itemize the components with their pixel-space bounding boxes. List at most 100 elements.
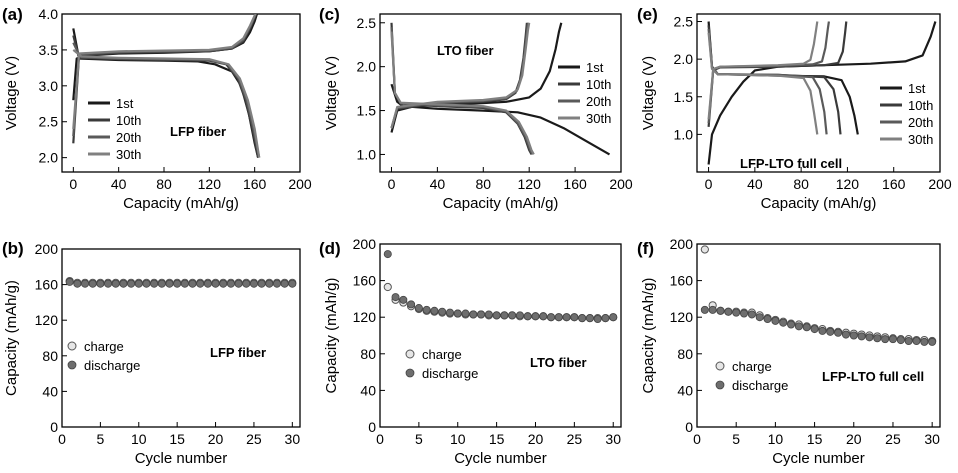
panel-annotation: LFP fiber [170, 124, 226, 139]
plot-area [390, 22, 611, 156]
y-tick-label: 120 [353, 309, 377, 325]
y-tick-label: 1.0 [674, 126, 694, 142]
y-tick-label: 160 [670, 273, 694, 289]
point-discharge [716, 306, 725, 315]
x-tick-label: 10 [768, 431, 784, 447]
legend-label-20th: 20th [116, 130, 141, 145]
legend-label-30th: 30th [116, 147, 141, 162]
x-tick-label: 10 [131, 431, 147, 447]
plot-area [707, 21, 937, 165]
series-line-30th-charge [707, 21, 819, 120]
point-discharge [585, 314, 594, 323]
point-discharge [849, 331, 858, 340]
legend-label-1st: 1st [586, 60, 604, 75]
y-tick-label: 80 [360, 346, 376, 362]
point-discharge [500, 311, 509, 320]
x-tick-label: 30 [924, 431, 940, 447]
y-tick-label: 120 [670, 309, 694, 325]
point-discharge [763, 315, 772, 324]
panel-annotation: LFP-LTO full cell [822, 369, 924, 384]
x-tick-label: 200 [928, 176, 952, 192]
y-tick-label: 2.5 [39, 114, 59, 130]
x-tick-label: 0 [693, 431, 701, 447]
point-discharge [265, 279, 274, 288]
point-discharge [601, 314, 610, 323]
y-tick-label: 0 [368, 419, 376, 435]
series-line-1st-charge [707, 21, 937, 165]
series-line-20th-charge [707, 21, 830, 124]
point-discharge [288, 279, 297, 288]
legend-marker-discharge [715, 380, 725, 390]
panel-a: 0 40 80 120 160 200 2.0 2.5 3.0 3.5 4.0 Capacity (m… [2, 5, 312, 212]
point-discharge [810, 325, 819, 334]
y-tick-label: 120 [35, 312, 59, 328]
x-tick-label: 0 [58, 431, 66, 447]
x-tick-label: 160 [882, 176, 906, 192]
plot-frame [379, 13, 622, 173]
legend-label-30th: 30th [908, 132, 933, 147]
y-tick-label: 160 [35, 277, 59, 293]
legend-marker-charge [67, 341, 77, 351]
plot-frame [379, 243, 622, 428]
point-discharge [562, 313, 571, 322]
point-discharge [134, 279, 143, 288]
point-discharge [865, 333, 874, 342]
point-discharge [127, 279, 136, 288]
x-tick-label: 200 [288, 176, 312, 192]
point-discharge [724, 307, 733, 316]
point-discharge [211, 279, 220, 288]
point-discharge [747, 310, 756, 319]
point-discharge [461, 309, 470, 318]
point-discharge [912, 336, 921, 345]
x-tick-label: 5 [96, 431, 104, 447]
panel-f: 0 5 10 15 20 25 30 0 40 80 120 160 200 Cycle number Ca… [637, 236, 941, 467]
x-axis-title: Capacity (mAh/g) [123, 195, 239, 212]
y-axis-title: Voltage (V) [640, 56, 657, 130]
x-tick-label: 25 [567, 431, 583, 447]
x-axis-title: Cycle number [135, 450, 228, 467]
series-line-30th-discharge [390, 31, 535, 155]
point-discharge [570, 313, 579, 322]
point-discharge [477, 310, 486, 319]
x-tick-label: 160 [563, 176, 587, 192]
series-line-10th-discharge [707, 25, 842, 135]
point-discharge [771, 316, 780, 325]
x-tick-label: 20 [528, 431, 544, 447]
x-tick-label: 0 [69, 176, 77, 192]
panel-annotation: LFP-LTO full cell [740, 156, 842, 171]
panel-label: (e) [637, 5, 658, 24]
point-discharge [226, 279, 235, 288]
x-tick-label: 40 [747, 176, 763, 192]
series-line-20th-charge [72, 14, 257, 137]
point-discharge [755, 313, 764, 322]
point-discharge [399, 295, 408, 304]
x-tick-label: 20 [208, 431, 224, 447]
y-axis-title: Voltage (V) [323, 56, 340, 130]
x-tick-label: 80 [475, 176, 491, 192]
legend-label-discharge: discharge [732, 378, 788, 393]
x-tick-label: 30 [285, 431, 301, 447]
point-discharge [873, 334, 882, 343]
plot-area [700, 245, 937, 346]
series-line-30th-discharge [72, 49, 261, 158]
point-discharge [73, 279, 82, 288]
point-discharge [484, 310, 493, 319]
x-tick-label: 80 [793, 176, 809, 192]
panel-label: (a) [2, 5, 23, 24]
x-axis-title: Capacity (mAh/g) [443, 195, 559, 212]
x-tick-label: 20 [846, 431, 862, 447]
panel-annotation: LTO fiber [530, 355, 587, 370]
y-tick-label: 0 [50, 419, 58, 435]
point-discharge [150, 279, 159, 288]
point-discharge [383, 250, 392, 259]
y-tick-label: 0 [685, 419, 693, 435]
y-tick-label: 2.0 [674, 51, 694, 67]
point-discharge [173, 279, 182, 288]
x-tick-label: 15 [169, 431, 185, 447]
x-axis-title: Cycle number [454, 450, 547, 467]
point-discharge [841, 330, 850, 339]
point-discharge [165, 279, 174, 288]
point-discharge [834, 328, 843, 337]
point-discharge [904, 336, 913, 345]
point-discharge [802, 323, 811, 332]
